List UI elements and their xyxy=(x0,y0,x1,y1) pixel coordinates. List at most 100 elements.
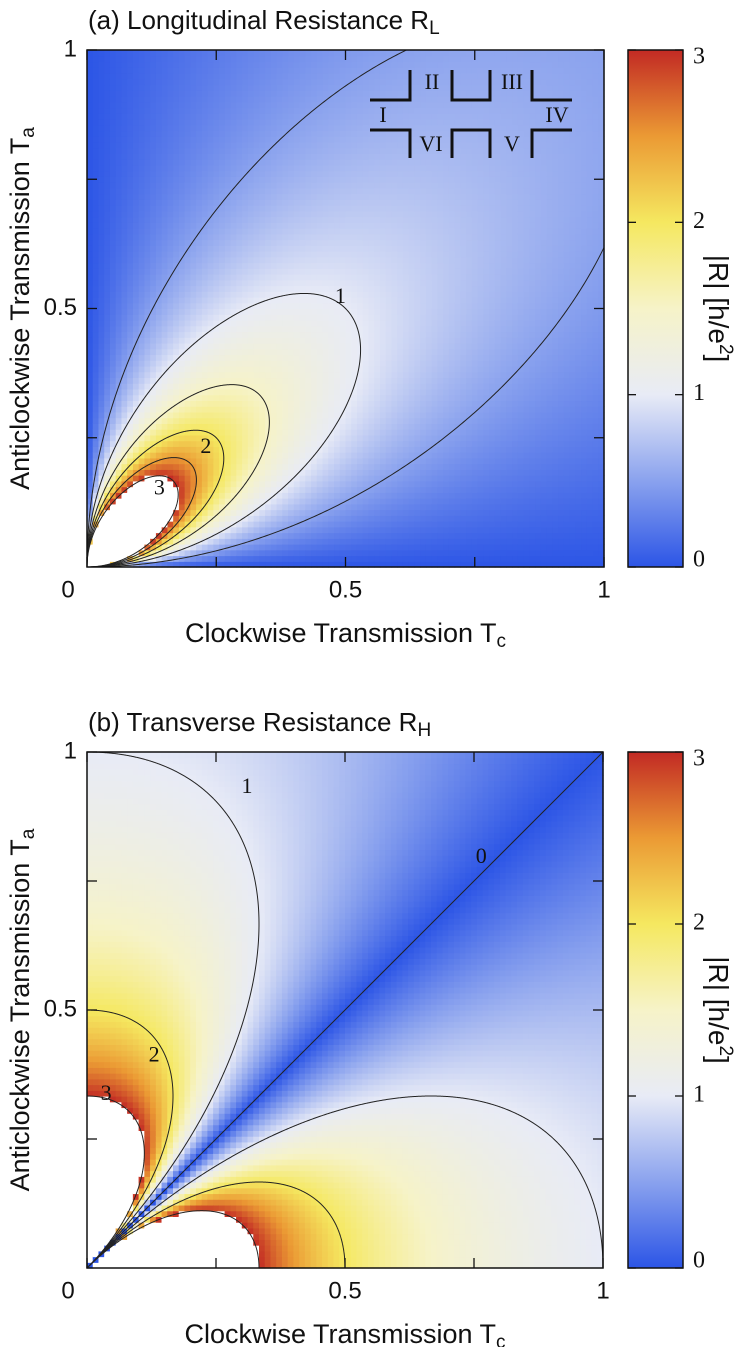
heatmap-cell xyxy=(190,256,197,264)
heatmap-cell xyxy=(362,228,370,235)
heatmap-cell xyxy=(305,388,312,396)
heatmap-cell xyxy=(87,555,94,562)
heatmap-cell xyxy=(293,549,301,557)
heatmap-cell xyxy=(328,308,335,315)
heatmap-cell xyxy=(397,55,404,63)
heatmap-cell xyxy=(173,440,180,447)
heatmap-cell xyxy=(104,199,111,206)
heatmap-cell xyxy=(374,78,381,86)
heatmap-cell xyxy=(322,67,329,74)
heatmap-cell xyxy=(322,555,329,562)
heatmap-cell xyxy=(161,130,169,137)
heatmap-cell xyxy=(316,452,324,459)
heatmap-cell xyxy=(184,486,191,493)
heatmap-cell xyxy=(356,480,364,488)
heatmap-cell xyxy=(127,331,134,338)
heatmap-cell xyxy=(362,423,370,430)
heatmap-cell xyxy=(138,394,146,402)
heatmap-cell xyxy=(356,302,364,310)
heatmap-cell xyxy=(362,360,370,367)
heatmap-cell xyxy=(207,371,214,379)
heatmap-cell xyxy=(282,256,289,264)
heatmap-cell xyxy=(282,50,289,57)
heatmap-cell xyxy=(178,337,186,344)
heatmap-cell xyxy=(288,222,295,229)
heatmap-cell xyxy=(92,274,100,281)
heatmap-cell xyxy=(322,498,329,505)
heatmap-cell xyxy=(265,314,272,321)
heatmap-cell xyxy=(236,251,243,258)
heatmap-cell xyxy=(173,147,180,154)
heatmap-cell xyxy=(356,319,364,327)
heatmap-cell xyxy=(155,354,163,361)
heatmap-cell xyxy=(345,325,352,333)
heatmap-cell xyxy=(356,90,364,97)
heatmap-cell xyxy=(265,118,272,126)
heatmap-cell xyxy=(219,423,226,430)
heatmap-cell xyxy=(184,274,191,281)
heatmap-cell xyxy=(293,526,301,534)
heatmap-cell xyxy=(196,469,203,476)
heatmap-cell xyxy=(127,417,134,424)
heatmap-cell xyxy=(190,434,197,442)
heatmap-cell xyxy=(311,159,318,166)
heatmap-cell xyxy=(115,463,123,470)
heatmap-cell xyxy=(224,170,232,177)
heatmap-cell xyxy=(247,492,255,499)
heatmap-cell xyxy=(265,256,272,264)
heatmap-cell xyxy=(322,262,329,269)
heatmap-cell xyxy=(293,113,301,120)
heatmap-cell xyxy=(196,400,203,407)
heatmap-cell xyxy=(316,251,324,258)
heatmap-cell xyxy=(138,256,146,264)
heatmap-cell xyxy=(253,101,260,109)
heatmap-cell xyxy=(207,544,214,551)
heatmap-cell xyxy=(305,383,312,390)
heatmap-cell xyxy=(219,480,226,488)
heatmap-cell xyxy=(109,388,117,396)
heatmap-cell xyxy=(293,434,301,442)
heatmap-cell xyxy=(322,544,329,551)
heatmap-cell xyxy=(150,394,157,402)
heatmap-cell xyxy=(322,446,329,453)
heatmap-cell xyxy=(402,521,410,528)
heatmap-cell xyxy=(161,457,169,465)
heatmap-cell xyxy=(345,555,352,562)
heatmap-cell xyxy=(98,486,105,493)
heatmap-cell xyxy=(311,492,318,499)
heatmap-cell xyxy=(207,394,214,402)
heatmap-cell xyxy=(339,457,347,465)
heatmap-cell xyxy=(173,561,180,568)
heatmap-cell xyxy=(316,308,324,315)
heatmap-cell xyxy=(299,365,306,373)
heatmap-cell xyxy=(230,498,237,505)
heatmap-cell xyxy=(121,498,128,505)
heatmap-cell xyxy=(322,118,329,126)
heatmap-cell xyxy=(230,354,237,361)
heatmap-cell xyxy=(173,457,180,465)
heatmap-cell xyxy=(224,159,232,166)
heatmap-cell xyxy=(236,245,243,252)
heatmap-cell xyxy=(109,256,117,264)
heatmap-cell xyxy=(104,383,111,390)
heatmap-cell xyxy=(334,251,341,258)
heatmap-cell xyxy=(127,411,134,419)
heatmap-cell xyxy=(201,228,209,235)
heatmap-cell xyxy=(322,486,329,493)
heatmap-cell xyxy=(201,193,209,200)
heatmap-cell xyxy=(253,233,260,241)
heatmap-cell xyxy=(265,440,272,447)
heatmap-cell xyxy=(104,95,111,103)
heatmap-cell xyxy=(242,245,249,252)
heatmap-cell xyxy=(391,325,398,333)
heatmap-cell xyxy=(92,486,100,493)
heatmap-cell xyxy=(178,388,186,396)
heatmap-cell xyxy=(311,228,318,235)
heatmap-cell xyxy=(132,475,140,482)
heatmap-cell xyxy=(115,193,123,200)
heatmap-cell xyxy=(368,314,375,321)
heatmap-cell xyxy=(247,67,255,74)
heatmap-cell xyxy=(374,314,381,321)
heatmap-cell xyxy=(196,170,203,177)
heatmap-cell xyxy=(104,503,111,511)
